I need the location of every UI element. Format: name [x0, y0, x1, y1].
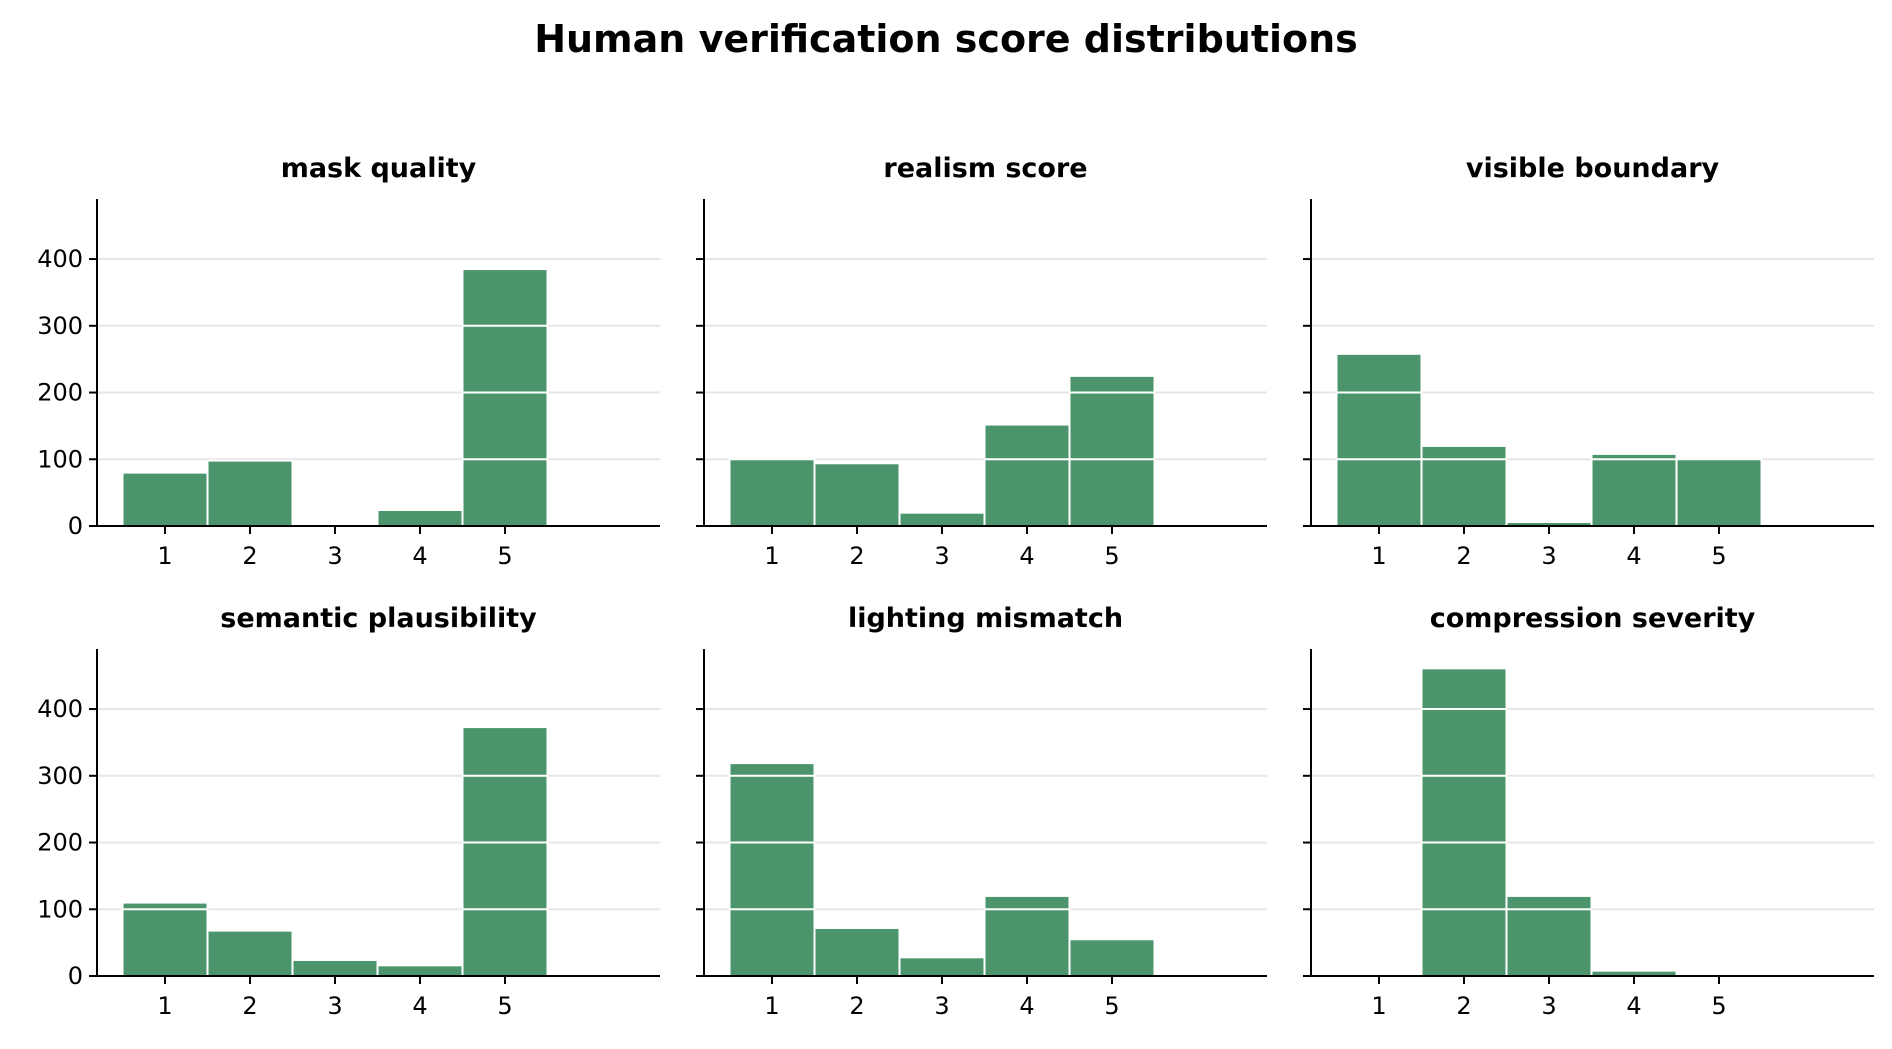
y-tick-label: 200 [37, 829, 83, 857]
x-tick-label: 1 [157, 992, 172, 1020]
bar-2 [1420, 444, 1508, 527]
x-tick-label: 2 [1456, 542, 1471, 570]
bar-1 [121, 471, 209, 527]
panel-3: visible boundary 1 2 3 4 5 [1303, 153, 1874, 570]
y-tick-label: 0 [68, 512, 83, 540]
bar-1 [728, 458, 816, 528]
x-tick-label: 5 [1711, 992, 1726, 1020]
x-tick-label: 2 [849, 992, 864, 1020]
bar-4 [983, 894, 1071, 978]
figure-title: Human verification score distributions [534, 17, 1358, 61]
x-tick-label: 3 [1541, 542, 1556, 570]
bar-5 [1068, 938, 1156, 977]
x-tick-label: 1 [1371, 542, 1386, 570]
x-tick-label: 4 [412, 992, 427, 1020]
x-tick-label: 3 [327, 542, 342, 570]
x-tick-label: 2 [242, 992, 257, 1020]
x-tick-label: 5 [497, 992, 512, 1020]
panel-title: lighting mismatch [848, 603, 1123, 634]
bar-4 [376, 964, 464, 977]
bar-5 [1675, 458, 1763, 528]
bar-2 [813, 926, 901, 978]
bar-2 [206, 929, 294, 978]
bar-1 [121, 901, 209, 978]
x-tick-label: 1 [764, 542, 779, 570]
bar-5 [461, 726, 549, 977]
bar-4 [983, 423, 1071, 527]
panel-title: compression severity [1430, 603, 1756, 634]
bar-4 [1590, 452, 1678, 528]
x-tick-label: 5 [497, 542, 512, 570]
x-tick-label: 3 [934, 992, 949, 1020]
y-tick-label: 100 [37, 445, 83, 473]
x-tick-label: 5 [1104, 992, 1119, 1020]
bar-3 [898, 511, 986, 528]
y-tick-label: 400 [37, 695, 83, 723]
bar-1 [728, 762, 816, 977]
x-tick-label: 4 [1626, 992, 1641, 1020]
y-tick-label: 0 [68, 962, 83, 990]
y-tick-label: 200 [37, 379, 83, 407]
panel-1: mask quality 0 100 200 300 400 1 2 3 4 5 [37, 153, 660, 570]
bar-1 [1335, 352, 1423, 527]
x-tick-label: 5 [1104, 542, 1119, 570]
panel-title: mask quality [281, 153, 477, 184]
x-tick-label: 3 [934, 542, 949, 570]
bar-3 [1505, 894, 1593, 978]
x-tick-label: 4 [1019, 992, 1034, 1020]
bar-3 [898, 956, 986, 977]
x-tick-label: 3 [1541, 992, 1556, 1020]
bar-2 [206, 459, 294, 528]
y-tick-label: 300 [37, 312, 83, 340]
panel-5: lighting mismatch 1 2 3 4 5 [696, 603, 1267, 1020]
panel-4: semantic plausibility 0 100 200 300 400 1 2 3 4 5 [37, 603, 660, 1020]
bar-3 [291, 958, 379, 978]
panel-6: compression severity 1 2 3 4 5 [1303, 603, 1874, 1020]
bar-4 [376, 508, 464, 527]
bar-2 [813, 462, 901, 527]
x-tick-label: 1 [764, 992, 779, 1020]
bar-5 [1068, 374, 1156, 527]
y-tick-label: 400 [37, 245, 83, 273]
x-tick-label: 1 [157, 542, 172, 570]
x-tick-label: 2 [849, 542, 864, 570]
x-tick-label: 5 [1711, 542, 1726, 570]
panel-2: realism score 1 2 3 4 5 [696, 153, 1267, 570]
panel-title: semantic plausibility [220, 603, 537, 634]
x-tick-label: 4 [1019, 542, 1034, 570]
bar-5 [461, 268, 549, 527]
panel-title: realism score [883, 153, 1087, 184]
x-tick-label: 1 [1371, 992, 1386, 1020]
x-tick-label: 2 [1456, 992, 1471, 1020]
x-tick-label: 4 [412, 542, 427, 570]
y-tick-label: 300 [37, 762, 83, 790]
panel-title: visible boundary [1466, 153, 1720, 184]
x-tick-label: 2 [242, 542, 257, 570]
x-tick-label: 3 [327, 992, 342, 1020]
bar-2 [1420, 667, 1508, 978]
y-tick-label: 100 [37, 895, 83, 923]
x-tick-label: 4 [1626, 542, 1641, 570]
